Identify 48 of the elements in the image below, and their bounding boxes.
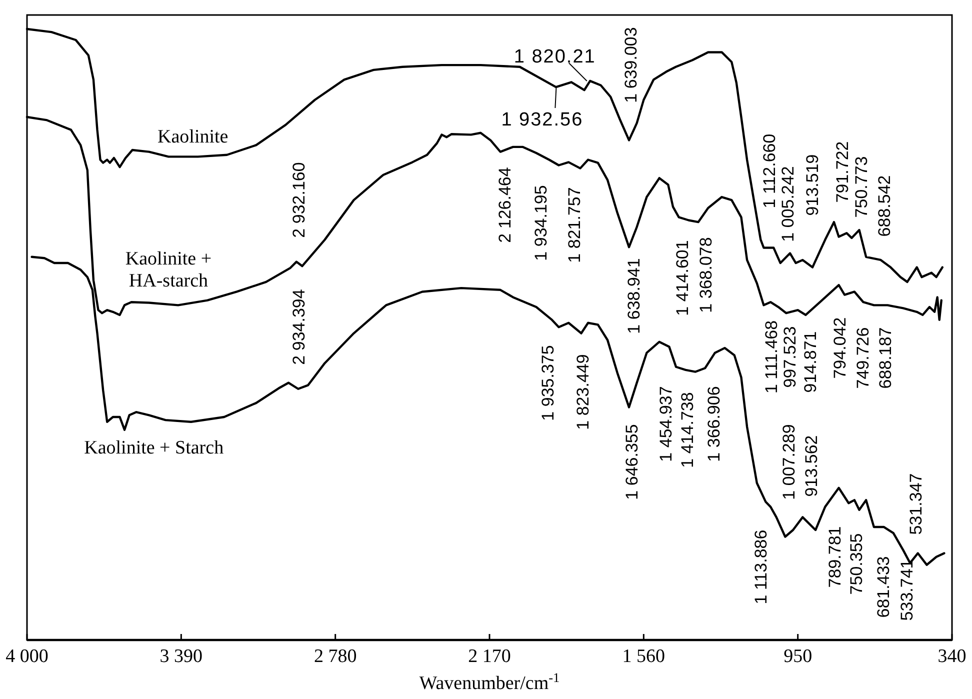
annotation: 681.433 (874, 556, 894, 618)
annotation: 1 368.078 (696, 237, 716, 313)
series-label: Kaolinite (158, 126, 228, 148)
annotation: 1 112.660 (760, 134, 780, 208)
annotation: 1 820.21 (514, 46, 596, 68)
annotation: 794.042 (830, 317, 850, 379)
annotation: 533.741 (898, 559, 917, 621)
annotation: 1 823.449 (574, 354, 593, 430)
annotation: 2 934.394 (290, 289, 309, 365)
x-tick-label: 340 (938, 646, 966, 667)
x-axis-title: Wavenumber/cm$^{-1}$ (419, 670, 560, 694)
x-tick-label: 1 560 (622, 646, 666, 667)
annotation: 750.773 (852, 156, 871, 218)
series-label: Kaolinite + Starch (84, 438, 224, 458)
annotation: 531.347 (906, 473, 926, 535)
annotation: 1 366.906 (704, 386, 724, 462)
annotation: 1 639.003 (621, 27, 640, 103)
annotation: 749.726 (854, 327, 873, 389)
annotation: 1 414.738 (678, 392, 698, 468)
x-tick-label: 2 780 (314, 646, 357, 667)
annotation: 750.355 (846, 533, 866, 595)
annotation: 1 414.601 (673, 240, 692, 316)
series-label: Kaolinite + HA-starch (125, 248, 212, 292)
annotation: 789.781 (825, 526, 844, 588)
x-tick-label: 3 390 (160, 646, 203, 667)
annotation: 1 935.375 (538, 345, 558, 421)
annotation: 997.523 (780, 326, 800, 388)
x-tick-label: 2 170 (468, 646, 511, 667)
annotation: 1 005.242 (778, 166, 798, 242)
annotation: 688.542 (875, 175, 894, 237)
annotation: 1 646.355 (622, 424, 642, 500)
annotation: 1 934.195 (532, 185, 551, 261)
annotation: 1 454.937 (656, 386, 676, 462)
annotation: 2 126.464 (496, 167, 515, 243)
annotation: 914.871 (801, 331, 820, 393)
annotation: 1 113.886 (751, 530, 770, 604)
x-tick-label: 950 (784, 646, 812, 667)
annotation: 2 932.160 (290, 162, 309, 238)
annotation: 688.187 (876, 327, 896, 389)
annotation: 1 932.56 (501, 110, 584, 130)
annotation: 913.562 (802, 435, 821, 497)
annotation: 1 821.757 (564, 187, 584, 263)
annotation: 1 638.941 (624, 258, 644, 334)
x-tick-label: 4 000 (6, 646, 48, 667)
annotation: 1 007.289 (780, 424, 799, 500)
annotation: 913.519 (802, 154, 822, 216)
annotation: 1 111.468 (762, 320, 781, 394)
annotation: 791.722 (833, 141, 852, 203)
